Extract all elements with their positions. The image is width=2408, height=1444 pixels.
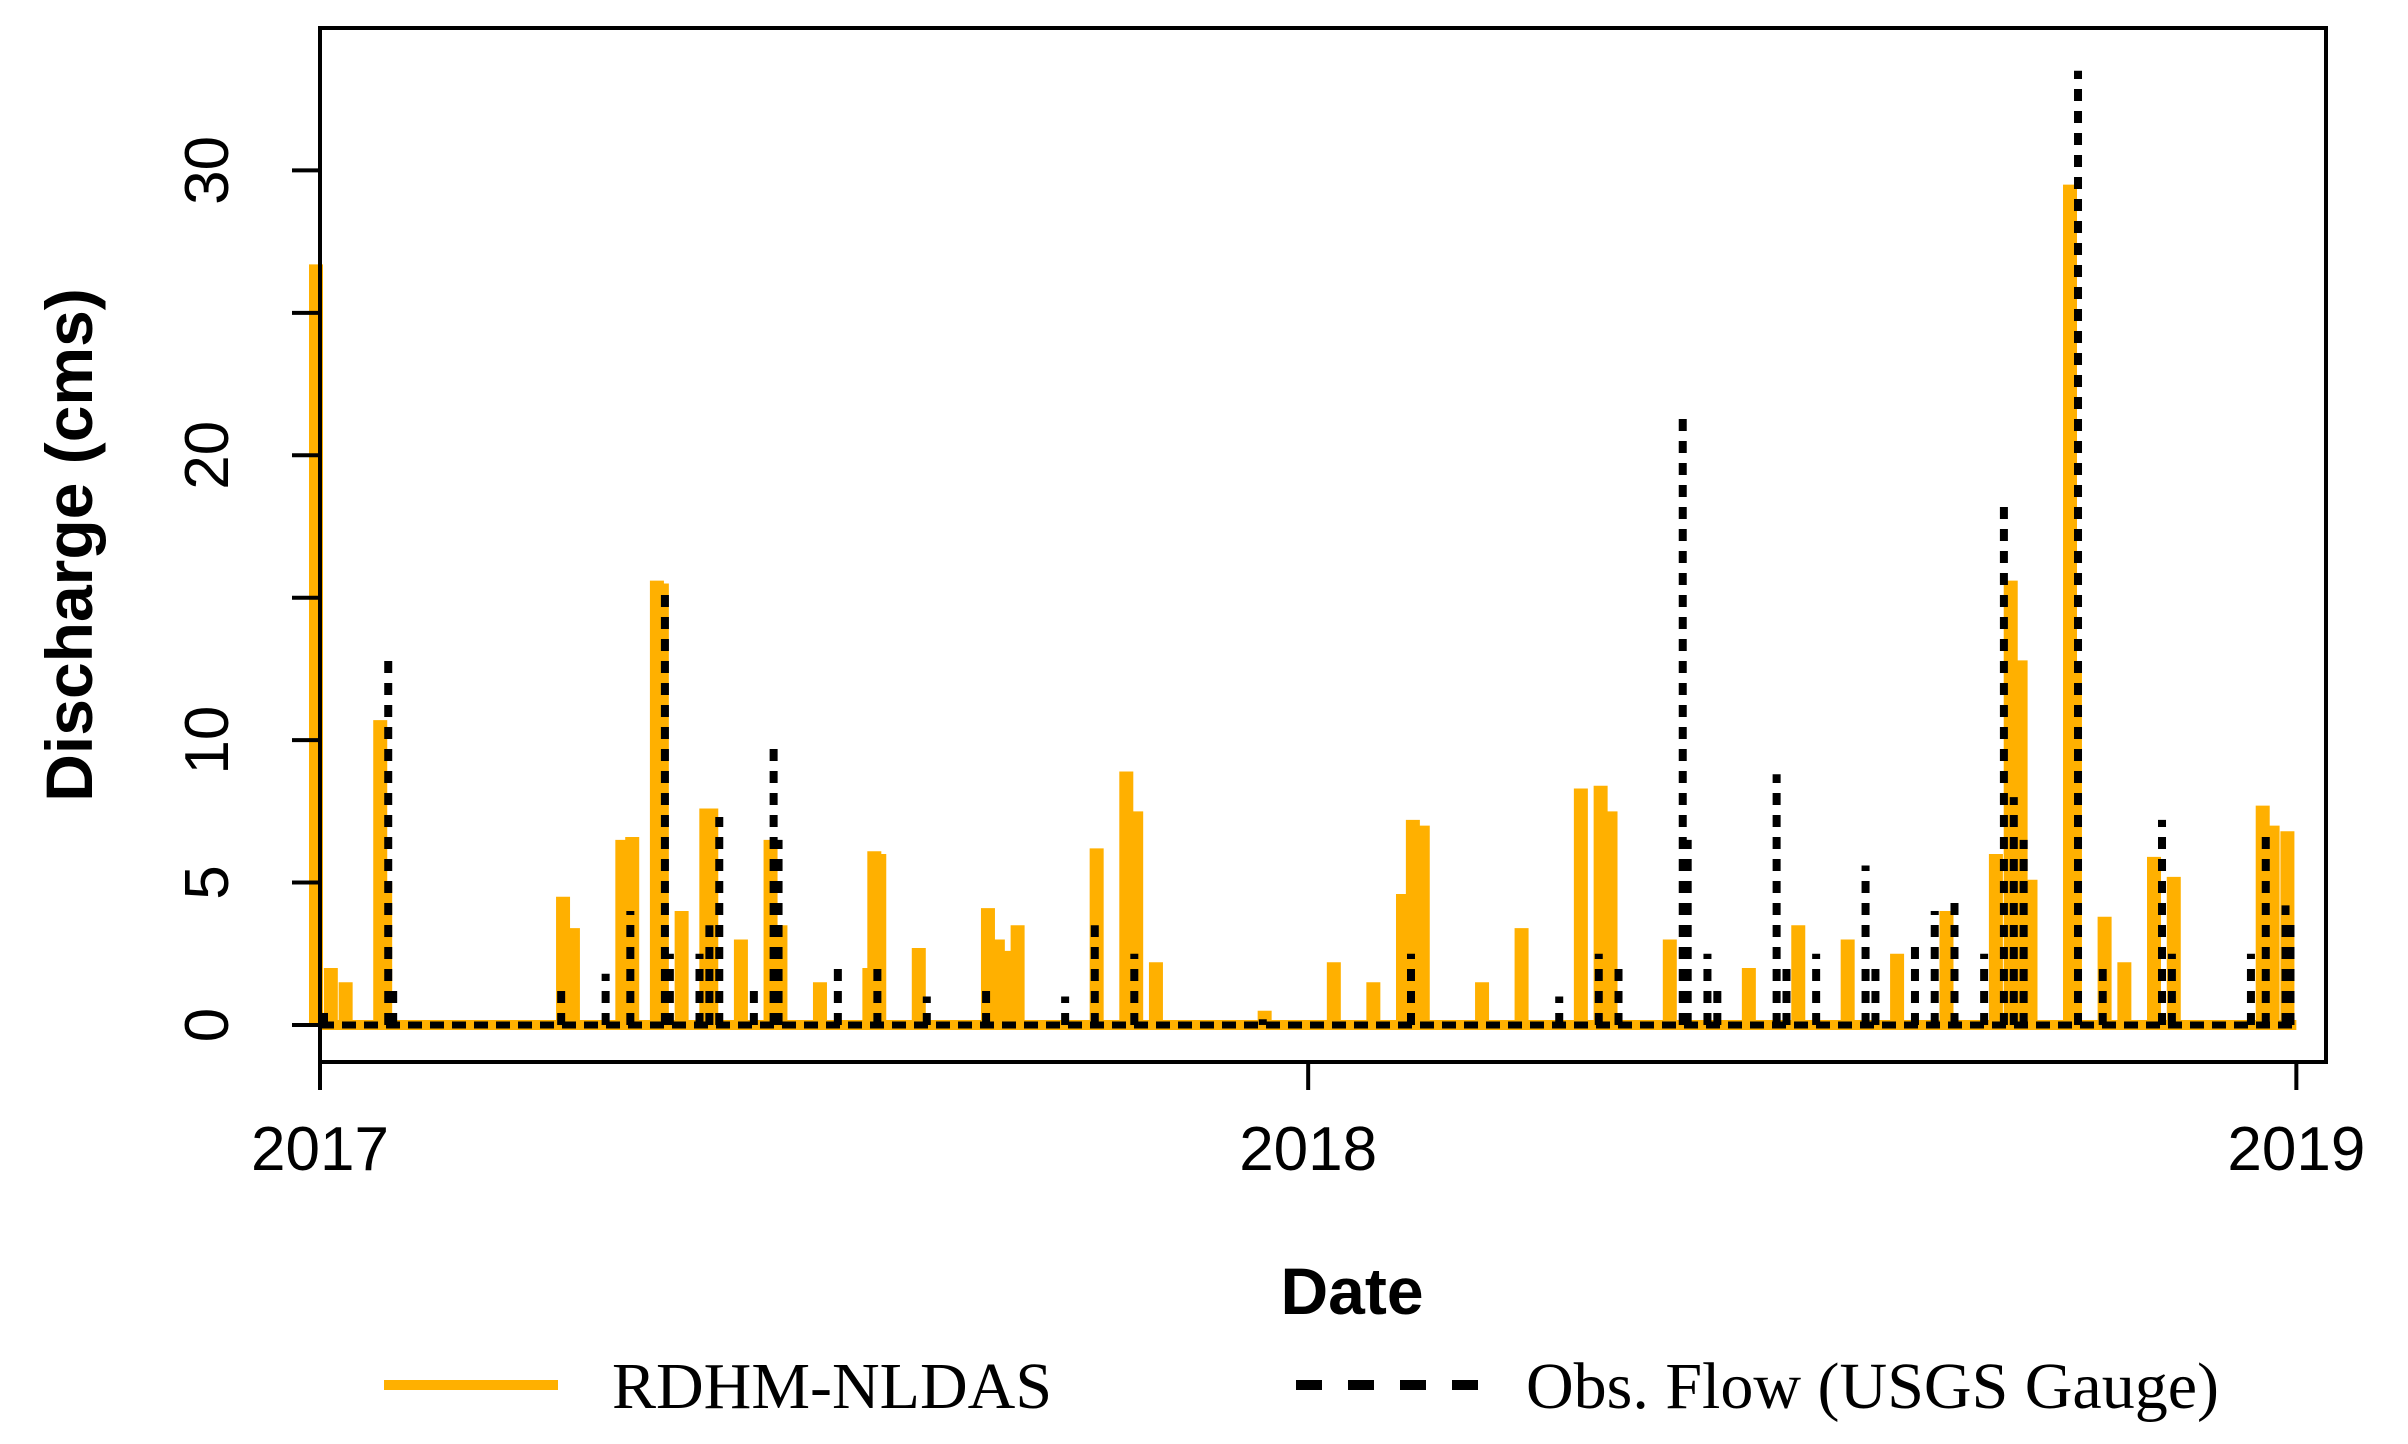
- y-tick-label: 30: [173, 136, 242, 205]
- y-tick-label: 20: [173, 421, 242, 490]
- x-tick-label: 2018: [1239, 1115, 1377, 1184]
- legend: RDHM-NLDAS Obs. Flow (USGS Gauge): [384, 1350, 2219, 1423]
- legend-label-rdhm: RDHM-NLDAS: [612, 1350, 1052, 1423]
- y-axis: 0 5 10 20 30: [173, 136, 320, 1042]
- y-axis-title: Discharge (cms): [32, 288, 106, 802]
- x-tick-label: 2019: [2227, 1115, 2365, 1184]
- x-axis-title: Date: [1280, 1254, 1423, 1328]
- plot-frame: [318, 26, 2328, 1064]
- series-rdhm: [309, 184, 2297, 1030]
- x-tick-label: 2017: [251, 1115, 389, 1184]
- y-tick-label: 0: [173, 1008, 242, 1042]
- y-tick-label: 5: [173, 865, 242, 899]
- y-tick-label: 10: [173, 706, 242, 775]
- x-axis: 2017 2018 2019: [251, 1062, 2365, 1184]
- legend-label-obs: Obs. Flow (USGS Gauge): [1526, 1350, 2219, 1423]
- series-obs: [320, 70, 2297, 1029]
- data-layer: [309, 70, 2297, 1030]
